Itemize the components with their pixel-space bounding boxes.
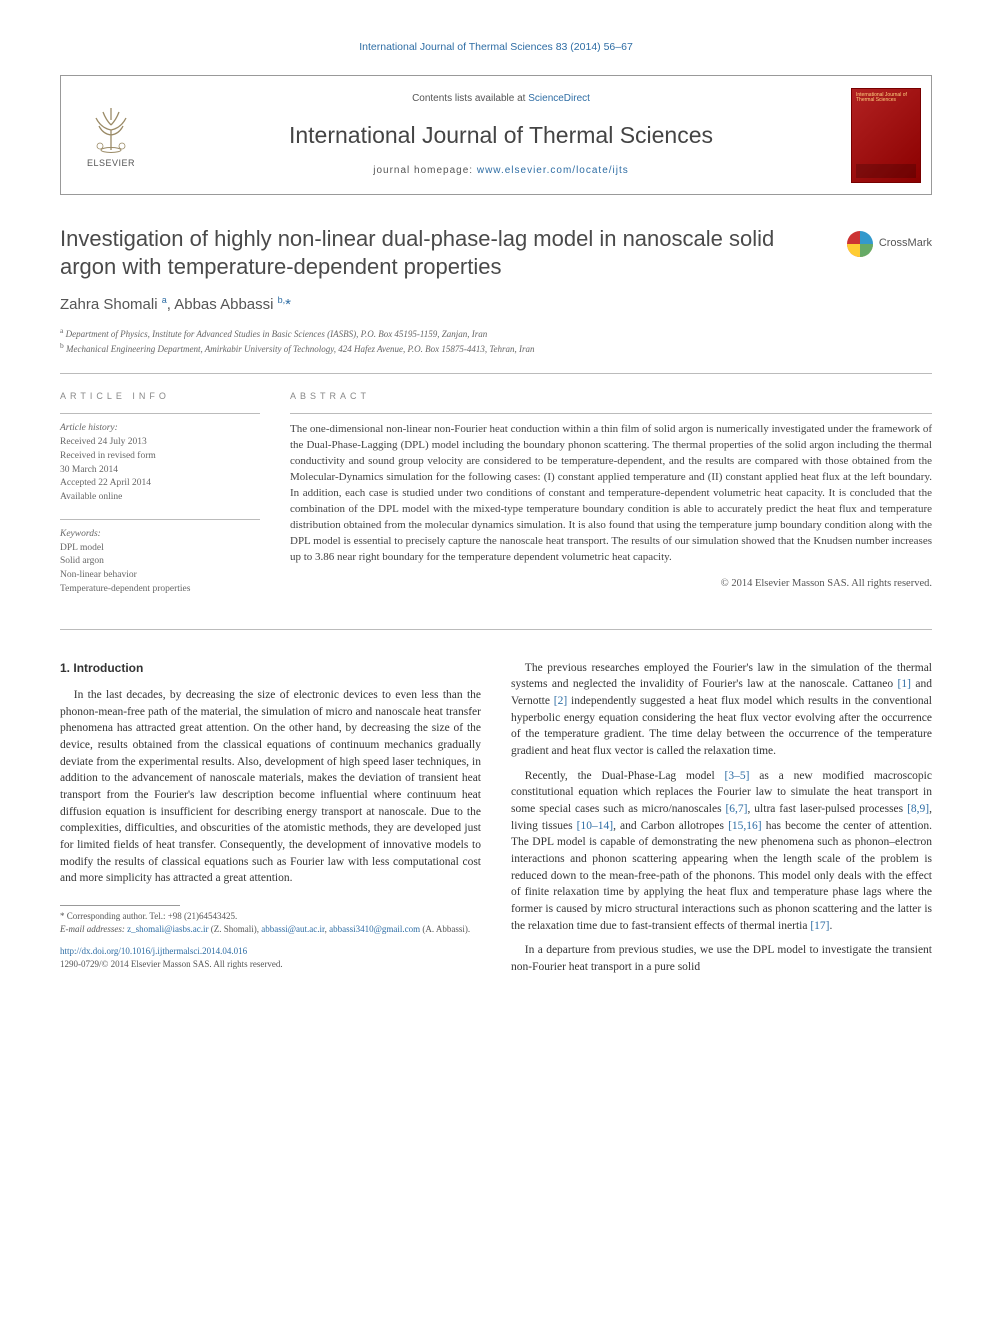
- abstract-copyright: © 2014 Elsevier Masson SAS. All rights r…: [290, 576, 932, 591]
- section-title: Introduction: [73, 661, 143, 675]
- journal-cover-block[interactable]: International Journal of Thermal Science…: [841, 76, 931, 194]
- keyword: DPL model: [60, 542, 260, 556]
- keywords-label: Keywords:: [60, 528, 260, 542]
- abstract-column: ABSTRACT The one-dimensional non-linear …: [290, 390, 932, 610]
- keywords-block: Keywords: DPL modelSolid argonNon-linear…: [60, 528, 260, 597]
- elsevier-tree-icon: [81, 100, 141, 155]
- journal-header-center: Contents lists available at ScienceDirec…: [161, 76, 841, 194]
- email-link-1[interactable]: z_shomali@iasbs.ac.ir: [127, 924, 208, 934]
- cover-thumb-label: International Journal of Thermal Science…: [856, 93, 920, 104]
- email-label: E-mail addresses:: [60, 924, 125, 934]
- ref-link[interactable]: [8,9]: [907, 803, 929, 815]
- crossmark-icon: [847, 231, 873, 257]
- ref-link[interactable]: [6,7]: [725, 803, 747, 815]
- article-info-column: ARTICLE INFO Article history: Received 2…: [60, 390, 260, 610]
- corresponding-author-note: * Corresponding author. Tel.: +98 (21)64…: [60, 910, 481, 923]
- issn-copyright-line: 1290-0729/© 2014 Elsevier Masson SAS. Al…: [60, 959, 283, 969]
- journal-homepage-link[interactable]: www.elsevier.com/locate/ijts: [477, 165, 629, 176]
- ref-link[interactable]: [1]: [898, 678, 911, 690]
- keyword: Non-linear behavior: [60, 569, 260, 583]
- section-heading-intro: 1. Introduction: [60, 660, 481, 677]
- footnote-separator: [60, 905, 180, 906]
- info-divider-1: [60, 413, 260, 414]
- publisher-name: ELSEVIER: [87, 157, 135, 170]
- footer-meta: http://dx.doi.org/10.1016/j.ijthermalsci…: [60, 945, 481, 970]
- ref-link[interactable]: [10–14]: [577, 820, 613, 832]
- body-paragraph-4: In a departure from previous studies, we…: [511, 942, 932, 975]
- homepage-prefix: journal homepage:: [373, 165, 477, 176]
- section-number: 1.: [60, 661, 70, 675]
- cover-thumb-swatch: [856, 164, 916, 178]
- ref-link[interactable]: [15,16]: [728, 820, 762, 832]
- doi-link[interactable]: http://dx.doi.org/10.1016/j.ijthermalsci…: [60, 946, 247, 956]
- history-line: Received 24 July 2013: [60, 436, 260, 450]
- sciencedirect-link[interactable]: ScienceDirect: [528, 93, 590, 104]
- journal-citation[interactable]: International Journal of Thermal Science…: [60, 40, 932, 55]
- info-divider-2: [60, 519, 260, 520]
- journal-homepage-line: journal homepage: www.elsevier.com/locat…: [373, 164, 629, 179]
- publisher-logo-block[interactable]: ELSEVIER: [61, 76, 161, 194]
- article-title: Investigation of highly non-linear dual-…: [60, 225, 827, 280]
- body-paragraph-1: In the last decades, by decreasing the s…: [60, 687, 481, 887]
- journal-name: International Journal of Thermal Science…: [289, 119, 713, 152]
- divider-bottom: [60, 629, 932, 630]
- email-owner-3: (A. Abbassi).: [420, 924, 470, 934]
- history-label: Article history:: [60, 422, 260, 436]
- affiliations: a Department of Physics, Institute for A…: [60, 326, 932, 355]
- ref-link[interactable]: [17]: [810, 920, 829, 932]
- article-info-heading: ARTICLE INFO: [60, 390, 260, 403]
- footnotes: * Corresponding author. Tel.: +98 (21)64…: [60, 910, 481, 935]
- journal-cover-thumb: International Journal of Thermal Science…: [851, 88, 921, 183]
- history-line: Available online: [60, 491, 260, 505]
- ref-link[interactable]: [2]: [554, 695, 567, 707]
- contents-prefix: Contents lists available at: [412, 93, 528, 104]
- abstract-text: The one-dimensional non-linear non-Fouri…: [290, 422, 932, 565]
- abstract-heading: ABSTRACT: [290, 390, 932, 403]
- email-link-3[interactable]: abbassi3410@gmail.com: [329, 924, 420, 934]
- article-history-block: Article history: Received 24 July 2013Re…: [60, 422, 260, 505]
- keyword: Solid argon: [60, 555, 260, 569]
- crossmark-badge[interactable]: CrossMark: [847, 231, 932, 257]
- email-addresses-line: E-mail addresses: z_shomali@iasbs.ac.ir …: [60, 923, 481, 936]
- body-paragraph-2: The previous researches employed the Fou…: [511, 660, 932, 760]
- ref-link[interactable]: [3–5]: [725, 770, 750, 782]
- authors-line: Zahra Shomali a, Abbas Abbassi b,*: [60, 294, 932, 316]
- email-owner-1: (Z. Shomali),: [208, 924, 261, 934]
- history-line: Accepted 22 April 2014: [60, 477, 260, 491]
- history-line: 30 March 2014: [60, 464, 260, 478]
- journal-header: ELSEVIER Contents lists available at Sci…: [60, 75, 932, 195]
- contents-available-line: Contents lists available at ScienceDirec…: [412, 92, 590, 107]
- body-columns: 1. Introduction In the last decades, by …: [60, 660, 932, 984]
- keyword: Temperature-dependent properties: [60, 583, 260, 597]
- email-link-2[interactable]: abbassi@aut.ac.ir: [261, 924, 324, 934]
- abstract-divider: [290, 413, 932, 414]
- history-line: Received in revised form: [60, 450, 260, 464]
- crossmark-label: CrossMark: [879, 236, 932, 252]
- body-paragraph-3: Recently, the Dual-Phase-Lag model [3–5]…: [511, 768, 932, 935]
